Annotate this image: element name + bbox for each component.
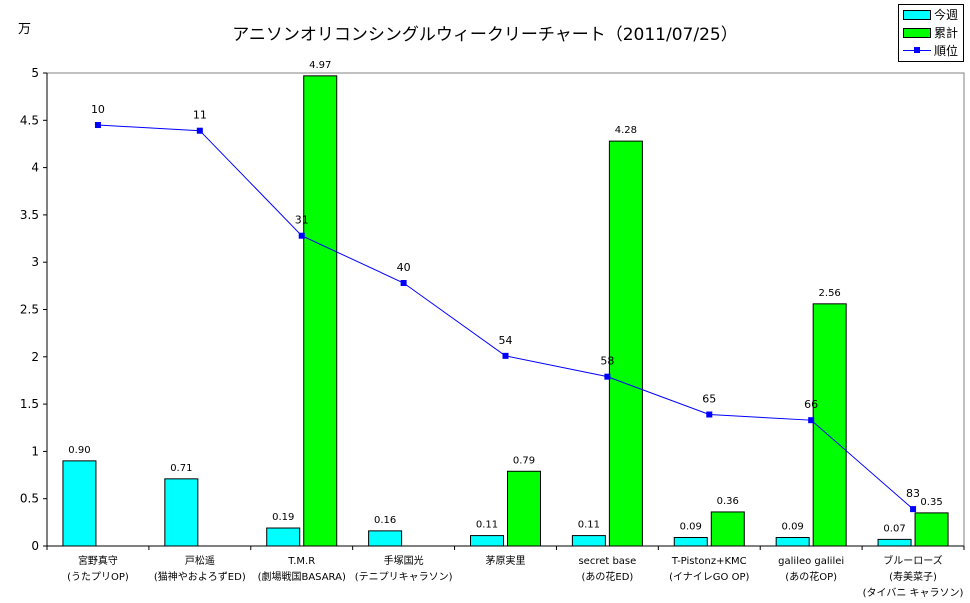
category-label: secret base xyxy=(578,556,636,567)
bar-cumulative xyxy=(812,303,847,547)
legend-item-rank: 順位 xyxy=(903,43,961,59)
bar-weekly-label: 0.11 xyxy=(476,520,498,531)
legend-swatch-cumulative xyxy=(903,28,931,38)
category-label: (あの花ED) xyxy=(581,570,633,583)
category-label: 茅原実里 xyxy=(486,554,526,567)
rank-point xyxy=(706,411,713,418)
bar-weekly xyxy=(571,535,606,547)
category-label: galileo galilei xyxy=(778,556,844,567)
bar-cumulative xyxy=(710,511,745,547)
rank-point xyxy=(604,373,611,380)
rank-label: 40 xyxy=(397,261,411,274)
rank-point xyxy=(502,352,509,359)
y-tick-label: 1.5 xyxy=(20,397,39,411)
category-label: 戸松遥 xyxy=(185,554,215,567)
legend-label-weekly: 今週 xyxy=(934,8,959,22)
legend-label-rank: 順位 xyxy=(934,44,959,58)
rank-point xyxy=(808,417,815,424)
y-tick-label: 2 xyxy=(31,350,39,364)
y-tick-label: 4.5 xyxy=(20,113,39,127)
bar-weekly-label: 0.16 xyxy=(374,515,396,526)
bar-weekly xyxy=(266,527,301,547)
legend-swatch-weekly xyxy=(903,10,931,20)
bar-weekly xyxy=(62,460,97,547)
bar-weekly-label: 0.71 xyxy=(170,463,192,474)
bar-weekly xyxy=(775,536,810,547)
rank-point xyxy=(196,127,203,134)
bar-weekly-label: 0.09 xyxy=(680,521,702,532)
y-tick-label: 1 xyxy=(31,444,39,458)
category-label: 宮野真守 xyxy=(78,554,118,567)
rank-label: 65 xyxy=(702,393,716,406)
bar-weekly-label: 0.07 xyxy=(883,523,905,534)
chart-legend: 今週 累計 順位 xyxy=(898,4,964,62)
legend-marker-rank xyxy=(914,47,920,53)
rank-label: 83 xyxy=(906,487,920,500)
category-label: (うたプリOP) xyxy=(67,571,129,583)
category-label: T-Pistonz+KMC xyxy=(671,556,747,567)
bar-cumulative-label: 0.36 xyxy=(717,496,739,507)
bar-weekly xyxy=(877,538,912,547)
chart-title: アニソンオリコンシングルウィークリーチャート（2011/07/25） xyxy=(232,25,738,45)
rank-label: 58 xyxy=(600,355,614,368)
bar-cumulative xyxy=(914,512,949,547)
bar-weekly-label: 0.90 xyxy=(68,445,90,456)
bar-weekly xyxy=(470,535,504,547)
bar-cumulative-label: 0.79 xyxy=(513,455,535,466)
bar-weekly-label: 0.19 xyxy=(272,512,294,523)
bar-weekly xyxy=(673,536,708,547)
y-tick-label: 4 xyxy=(31,161,39,175)
y-tick-label: 5 xyxy=(31,66,39,80)
bar-cumulative xyxy=(303,75,338,547)
rank-label: 11 xyxy=(193,109,207,122)
category-label: T.M.R xyxy=(287,556,315,567)
bar-cumulative xyxy=(507,470,541,547)
rank-label: 31 xyxy=(295,214,309,227)
category-label: (寿美菜子) xyxy=(889,570,937,583)
rank-label: 66 xyxy=(804,398,818,411)
category-label: (あの花OP) xyxy=(785,570,837,583)
y-tick-label: 3.5 xyxy=(20,208,39,222)
bar-weekly-label: 0.09 xyxy=(782,521,804,532)
rank-point xyxy=(400,280,407,287)
bar-cumulative-label: 4.28 xyxy=(615,125,637,136)
category-label: (猫神やおよろずED) xyxy=(154,570,246,583)
y-axis-unit: 万 xyxy=(18,22,32,37)
bar-cumulative xyxy=(608,140,643,547)
bar-weekly-label: 0.11 xyxy=(578,520,600,531)
category-label: (劇場戦国BASARA) xyxy=(258,570,346,583)
plot-area xyxy=(46,72,965,547)
category-label: (テニプリキャラソン) xyxy=(355,571,453,583)
bar-cumulative-label: 2.56 xyxy=(819,288,841,299)
category-label: 手塚国光 xyxy=(384,554,424,567)
rank-point xyxy=(94,122,101,129)
legend-label-cumulative: 累計 xyxy=(934,26,959,40)
bar-weekly xyxy=(164,478,199,547)
rank-point xyxy=(910,506,917,513)
category-label: (タイバニ キャラソン) xyxy=(863,587,964,599)
y-tick-label: 3 xyxy=(31,255,39,269)
bar-cumulative-label: 4.97 xyxy=(309,60,331,71)
rank-point xyxy=(298,232,305,239)
bar-cumulative-label: 0.35 xyxy=(920,497,942,508)
y-tick-label: 0.5 xyxy=(20,492,39,506)
y-tick-label: 0 xyxy=(31,539,39,553)
category-label: ブルーローズ xyxy=(883,554,943,567)
y-tick-label: 2.5 xyxy=(20,303,39,317)
rank-label: 10 xyxy=(91,103,105,116)
legend-item-weekly: 今週 xyxy=(903,7,961,23)
legend-item-cumulative: 累計 xyxy=(903,25,961,41)
rank-label: 54 xyxy=(499,334,513,347)
bar-weekly xyxy=(368,530,403,547)
category-label: (イナイレGO OP) xyxy=(669,571,749,583)
